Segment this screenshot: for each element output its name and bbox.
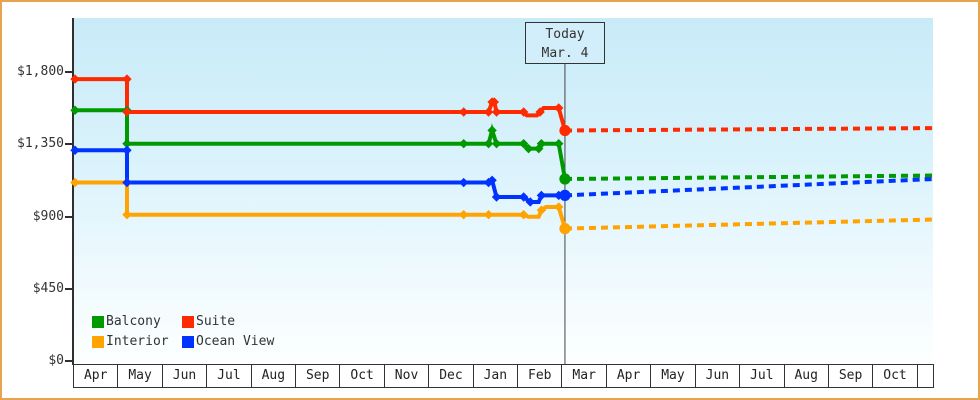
- x-axis-month-cell: Jun: [163, 365, 208, 387]
- x-axis-month-cell: Jun: [696, 365, 741, 387]
- legend-item-suite: Suite: [182, 314, 274, 329]
- x-axis-month-cell: Sep: [296, 365, 341, 387]
- legend-label: Ocean View: [196, 334, 275, 349]
- x-axis-month-cell: Oct: [340, 365, 385, 387]
- chart-legend: Balcony Suite Interior Ocean View: [92, 314, 274, 349]
- legend-swatch: [182, 335, 194, 348]
- x-axis-month-cell: May: [651, 365, 696, 387]
- y-axis-label: $900: [32, 208, 64, 224]
- y-axis-tick: [65, 287, 73, 290]
- x-axis-month-cell: Dec: [429, 365, 474, 387]
- legend-label: Interior: [106, 334, 169, 349]
- legend-swatch: [92, 335, 104, 348]
- today-date: Mar. 4: [541, 46, 589, 61]
- legend-label: Suite: [196, 314, 236, 329]
- y-axis-tick: [65, 70, 73, 73]
- y-axis-label: $0: [48, 353, 64, 369]
- legend-label: Balcony: [106, 314, 161, 329]
- today-annotation: Today Mar. 4: [525, 22, 605, 64]
- y-axis-tick: [65, 215, 73, 218]
- x-axis: Apr May Jun Jul Aug Sep Oct Nov Dec Jan Feb Mar Apr M…: [73, 364, 934, 388]
- x-axis-month-cell: Mar: [562, 365, 607, 387]
- x-axis-month-cell: Feb: [518, 365, 563, 387]
- x-axis-month-cell: Jul: [207, 365, 252, 387]
- plot-area: [74, 18, 933, 364]
- y-axis-line: [72, 18, 74, 365]
- x-axis-month-cell: May: [118, 365, 163, 387]
- x-axis-month-cell: Aug: [785, 365, 829, 387]
- y-axis-tick: [65, 360, 73, 363]
- x-axis-month-cell: Jul: [740, 365, 785, 387]
- legend-swatch: [182, 315, 194, 328]
- x-axis-month-cell: Aug: [252, 365, 297, 387]
- y-axis-label: $1,350: [17, 136, 64, 152]
- legend-item-interior: Interior: [92, 334, 182, 349]
- x-axis-month-cell: Sep: [829, 365, 874, 387]
- x-axis-empty-cell: [918, 365, 933, 387]
- y-axis-label: $1,800: [17, 63, 64, 79]
- y-axis-label: $450: [32, 280, 64, 296]
- y-axis-tick: [65, 143, 73, 146]
- today-label: Today: [545, 27, 585, 42]
- legend-item-ocean-view: Ocean View: [182, 334, 274, 349]
- x-axis-month-cell: Jan: [474, 365, 519, 387]
- x-axis-month-cell: Apr: [607, 365, 652, 387]
- x-axis-month-cell: Oct: [873, 365, 918, 387]
- x-axis-month-cell: Nov: [385, 365, 430, 387]
- x-axis-month-cell: Apr: [74, 365, 119, 387]
- legend-swatch: [92, 315, 104, 328]
- legend-item-balcony: Balcony: [92, 314, 182, 329]
